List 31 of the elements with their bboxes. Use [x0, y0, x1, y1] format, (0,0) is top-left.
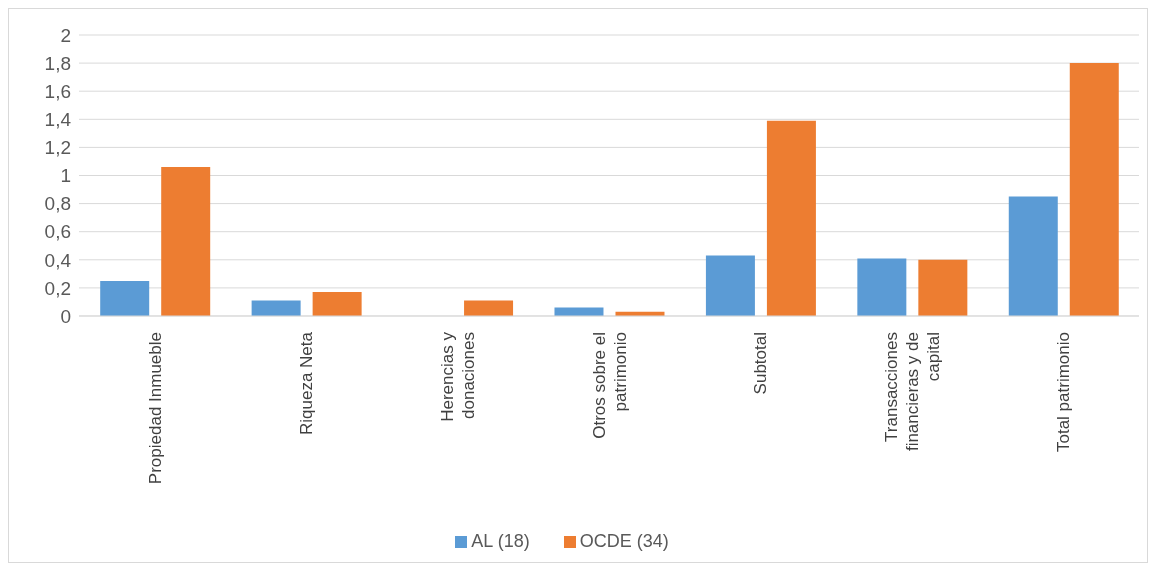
x-tick-label: Transacciones financieras y de capital	[881, 332, 943, 452]
y-tick-label: 2	[60, 24, 71, 46]
bar	[857, 258, 907, 316]
y-tick-label: 0,8	[44, 193, 71, 215]
bar	[918, 259, 968, 316]
y-tick-label: 1,6	[44, 80, 71, 102]
y-tick-label: 1,8	[44, 52, 71, 74]
bar	[464, 300, 514, 316]
y-tick-label: 0,2	[44, 277, 71, 299]
bar	[312, 292, 362, 316]
legend-label: AL (18)	[471, 531, 530, 551]
bar	[1069, 63, 1119, 316]
legend-label: OCDE (34)	[579, 531, 669, 551]
y-tick-label: 0	[60, 305, 71, 327]
x-tick-label: Herencias y donaciones	[438, 331, 479, 422]
x-tick-label: Subtotal	[751, 332, 771, 395]
x-tick-label: Total patrimonio	[1054, 332, 1074, 453]
y-tick-label: 0,4	[44, 249, 72, 271]
y-tick-label: 0,6	[44, 221, 71, 243]
bar	[766, 120, 816, 316]
bar	[100, 280, 150, 316]
bar	[251, 300, 301, 316]
y-tick-label: 1,4	[44, 109, 72, 131]
bar	[705, 255, 755, 316]
x-tick-label: Riqueza Neta	[297, 331, 317, 436]
bar	[161, 167, 211, 316]
x-tick-label: Otros sobre el patrimonio	[589, 332, 630, 439]
bar	[1008, 196, 1058, 316]
y-tick-label: 1	[60, 165, 71, 187]
x-tick-label: Propiedad Inmueble	[145, 332, 165, 485]
y-tick-label: 1,2	[44, 137, 71, 159]
